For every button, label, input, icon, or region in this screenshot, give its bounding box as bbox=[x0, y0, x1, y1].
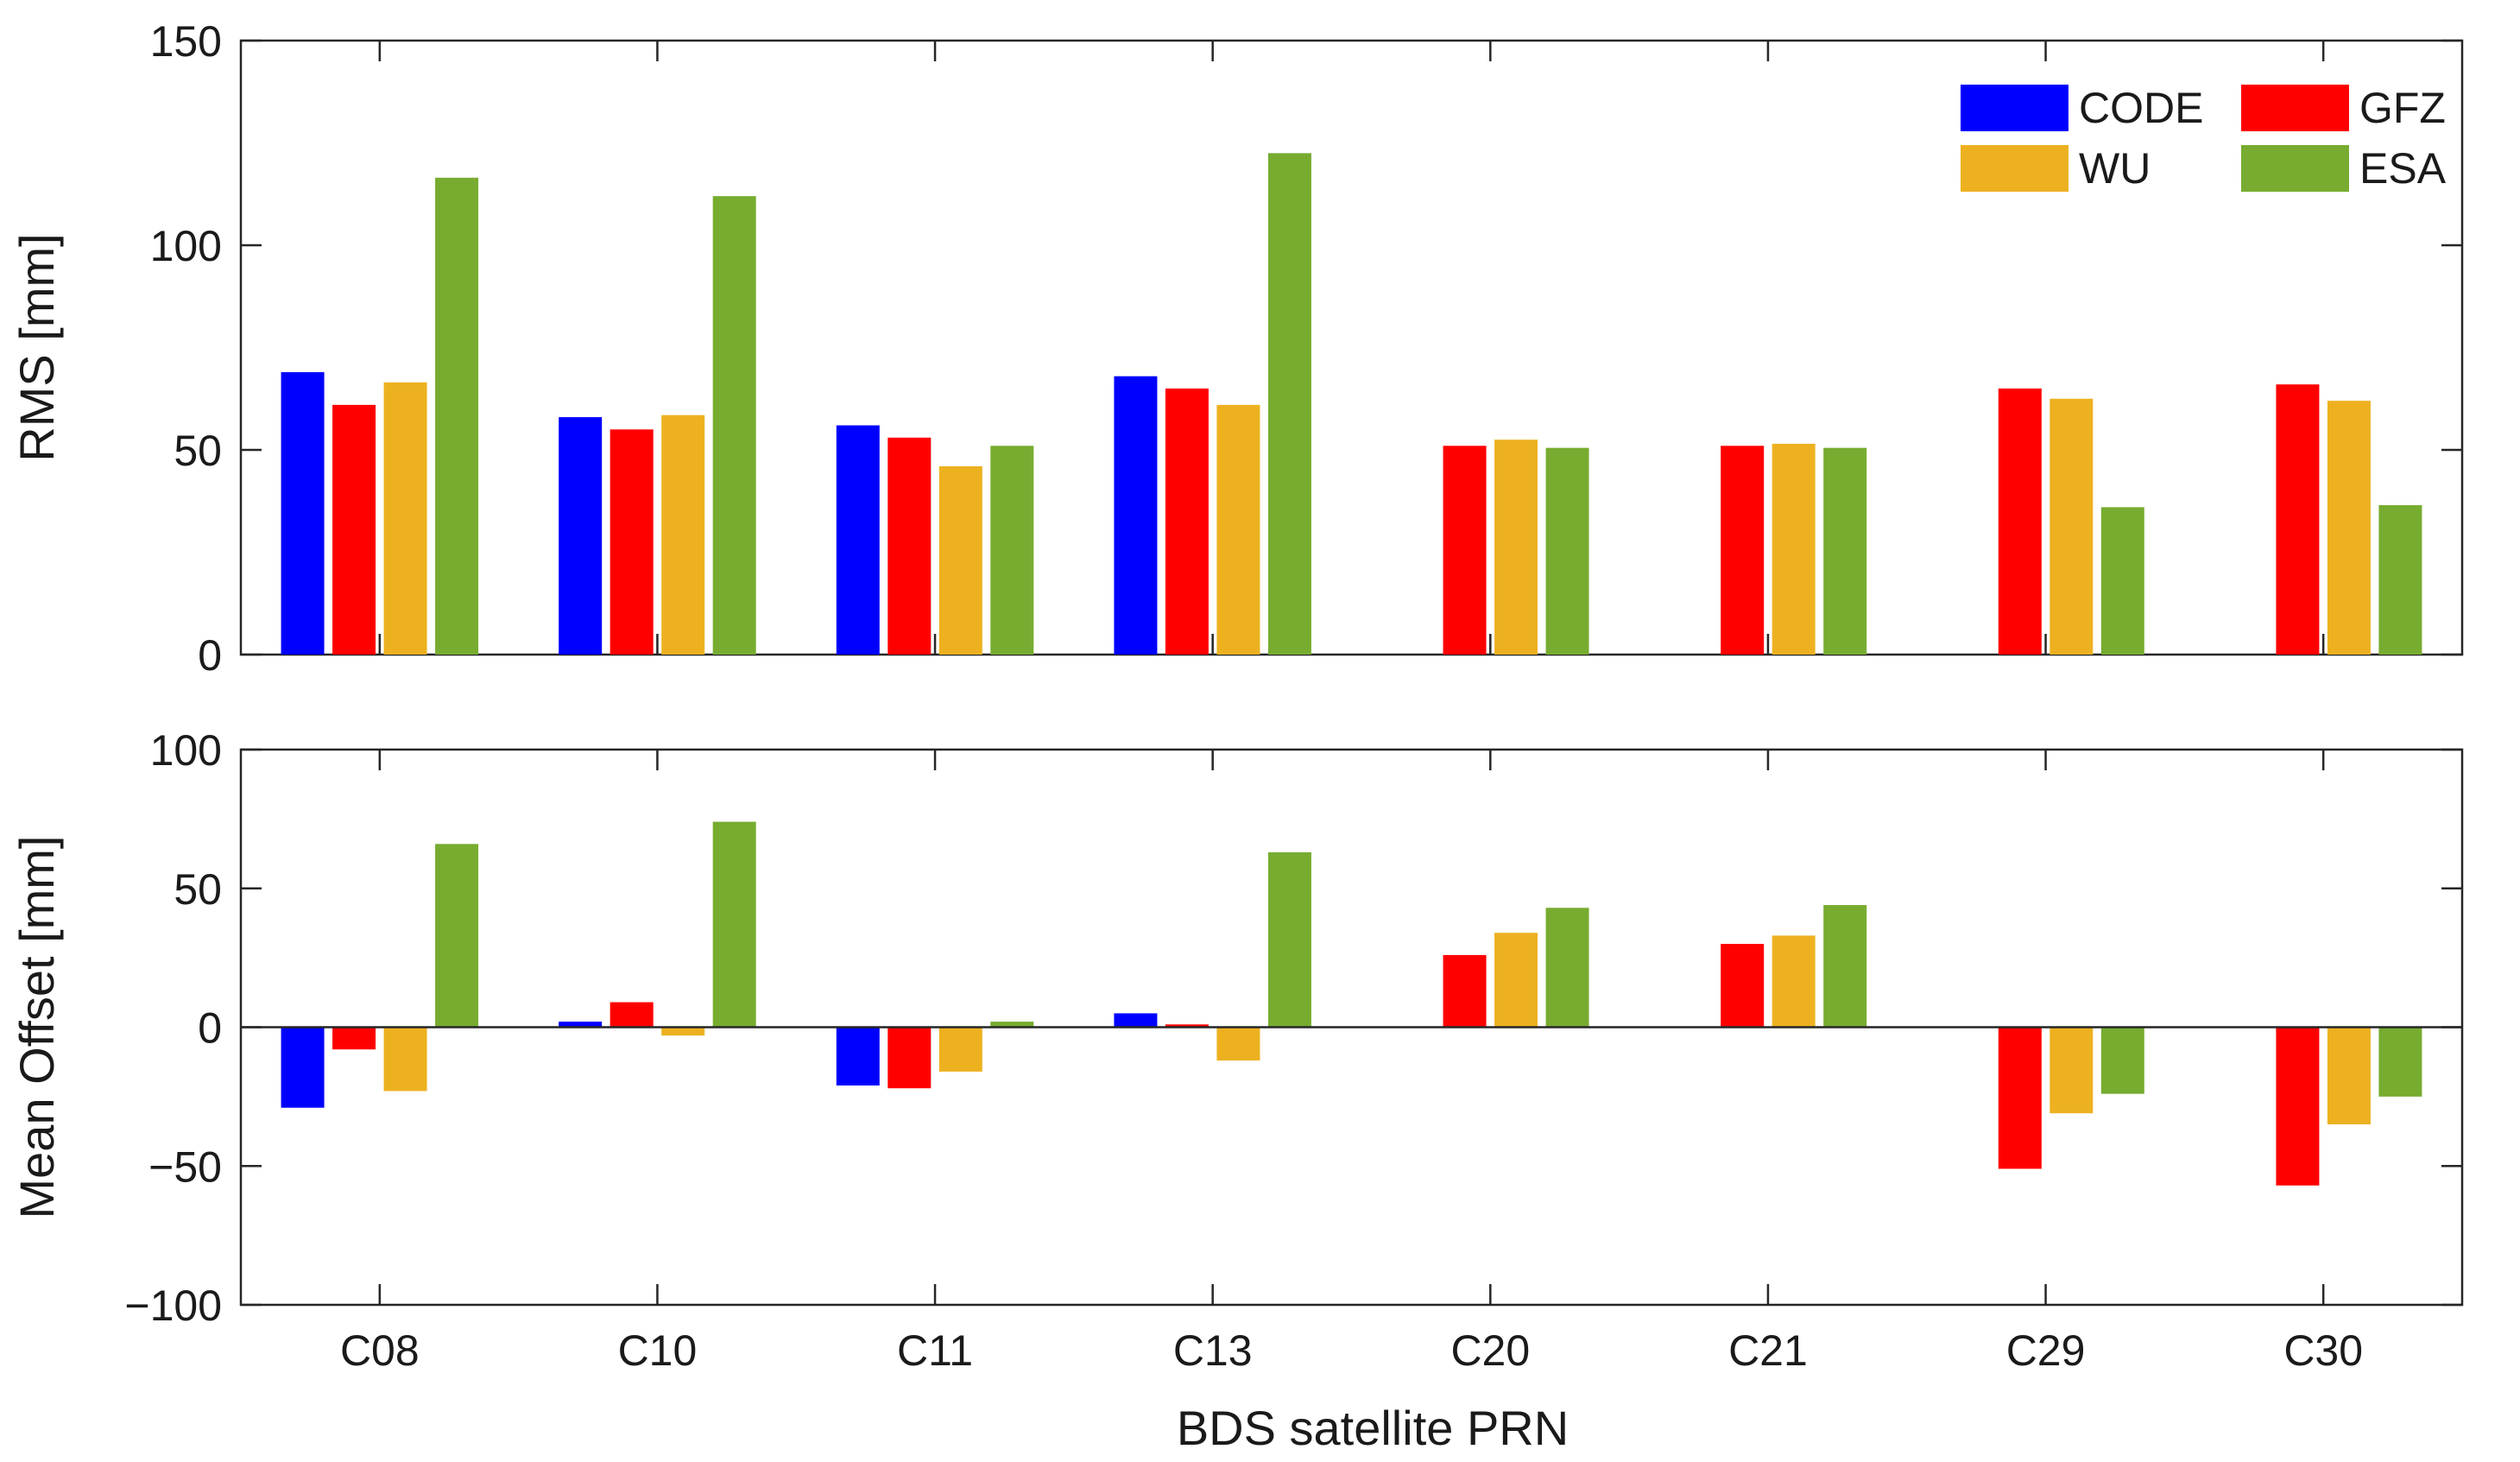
mean-offset-y-axis-title: Mean Offset [mm] bbox=[9, 836, 64, 1219]
legend-swatch-gfz bbox=[2241, 85, 2349, 131]
rms-ytick-label: 150 bbox=[150, 17, 222, 66]
x-axis-title: BDS satellite PRN bbox=[1177, 1401, 1569, 1455]
bar-mean-offset-gfz-c20 bbox=[1443, 954, 1487, 1028]
bar-rms-esa-c30 bbox=[2378, 504, 2422, 655]
bar-mean-offset-esa-c08 bbox=[435, 844, 479, 1028]
bar-rms-gfz-c08 bbox=[332, 404, 376, 655]
bar-rms-code-c13 bbox=[1114, 376, 1158, 655]
rms-ytick-label: 100 bbox=[150, 222, 222, 270]
bar-mean-offset-esa-c30 bbox=[2378, 1027, 2422, 1097]
bar-mean-offset-wu-c10 bbox=[661, 1027, 705, 1036]
bar-mean-offset-code-c11 bbox=[836, 1027, 880, 1086]
xtick-label-c29: C29 bbox=[2006, 1326, 2086, 1375]
mean-offset-ytick-label: −50 bbox=[148, 1142, 222, 1191]
bar-rms-esa-c20 bbox=[1545, 447, 1589, 655]
legend-label-esa: ESA bbox=[2359, 144, 2447, 193]
bar-mean-offset-wu-c30 bbox=[2327, 1027, 2371, 1125]
bar-mean-offset-gfz-c29 bbox=[1998, 1027, 2042, 1169]
bar-rms-wu-c10 bbox=[661, 415, 705, 655]
bar-rms-wu-c21 bbox=[1772, 443, 1816, 655]
bar-mean-offset-wu-c21 bbox=[1772, 935, 1816, 1028]
rms-panel: 0 50 100 150 RMS [mm] bbox=[9, 17, 2464, 680]
legend-label-wu: WU bbox=[2079, 144, 2151, 193]
bar-mean-offset-wu-c13 bbox=[1216, 1027, 1260, 1061]
bar-rms-gfz-c30 bbox=[2276, 384, 2320, 655]
legend-swatch-wu bbox=[1961, 145, 2068, 192]
xtick-label-c10: C10 bbox=[618, 1326, 698, 1375]
bar-mean-offset-esa-c21 bbox=[1823, 905, 1867, 1028]
bar-mean-offset-gfz-c30 bbox=[2276, 1027, 2320, 1186]
bar-rms-wu-c29 bbox=[2049, 398, 2094, 655]
bar-mean-offset-esa-c11 bbox=[990, 1022, 1034, 1028]
bar-rms-gfz-c29 bbox=[1998, 388, 2042, 655]
mean-offset-ytick-label: 0 bbox=[198, 1004, 222, 1053]
bar-rms-gfz-c13 bbox=[1165, 388, 1209, 655]
bar-rms-gfz-c11 bbox=[887, 437, 932, 655]
bar-mean-offset-code-c08 bbox=[281, 1027, 325, 1108]
mean-offset-ytick-label: 100 bbox=[150, 726, 222, 775]
xtick-label-c30: C30 bbox=[2283, 1326, 2363, 1375]
legend-swatch-esa bbox=[2241, 145, 2349, 192]
bar-mean-offset-wu-c08 bbox=[383, 1027, 427, 1092]
bar-mean-offset-gfz-c11 bbox=[887, 1027, 932, 1089]
xtick-label-c20: C20 bbox=[1450, 1326, 1530, 1375]
bar-rms-wu-c11 bbox=[938, 465, 982, 655]
mean-offset-panel: −100 −50 0 50 100 Mean Offset [mm] C08 C10 C11 C1… bbox=[9, 726, 2464, 1375]
legend-swatch-code bbox=[1961, 85, 2068, 131]
bar-rms-code-c08 bbox=[281, 371, 325, 655]
bar-mean-offset-wu-c20 bbox=[1494, 933, 1538, 1028]
rms-y-axis-title: RMS [mm] bbox=[9, 233, 64, 461]
bar-mean-offset-code-c13 bbox=[1114, 1013, 1158, 1028]
bar-rms-wu-c30 bbox=[2327, 401, 2371, 655]
bar-mean-offset-esa-c10 bbox=[712, 821, 756, 1028]
xtick-label-c11: C11 bbox=[897, 1326, 973, 1375]
rms-ytick-label: 0 bbox=[198, 631, 222, 680]
bar-rms-esa-c13 bbox=[1267, 153, 1311, 655]
xtick-label-c21: C21 bbox=[1728, 1326, 1808, 1375]
mean-offset-ytick-label: 50 bbox=[174, 865, 222, 914]
bar-rms-wu-c20 bbox=[1494, 440, 1538, 655]
bar-mean-offset-gfz-c08 bbox=[332, 1027, 376, 1050]
bar-rms-gfz-c21 bbox=[1721, 446, 1765, 655]
bar-rms-esa-c11 bbox=[990, 446, 1034, 655]
bar-rms-esa-c08 bbox=[435, 177, 479, 655]
bar-mean-offset-gfz-c21 bbox=[1721, 944, 1765, 1028]
mean-offset-ytick-label: −100 bbox=[124, 1282, 222, 1330]
bar-mean-offset-esa-c29 bbox=[2100, 1027, 2144, 1094]
legend-label-code: CODE bbox=[2079, 84, 2203, 132]
bar-rms-gfz-c10 bbox=[609, 429, 654, 655]
bar-mean-offset-esa-c13 bbox=[1267, 851, 1311, 1028]
bar-mean-offset-esa-c20 bbox=[1545, 908, 1589, 1028]
bar-rms-esa-c21 bbox=[1823, 447, 1867, 655]
bar-rms-esa-c29 bbox=[2100, 507, 2144, 655]
bar-rms-gfz-c20 bbox=[1443, 446, 1487, 655]
bar-rms-code-c11 bbox=[836, 425, 880, 655]
bar-rms-wu-c08 bbox=[383, 382, 427, 655]
xtick-label-c08: C08 bbox=[340, 1326, 420, 1375]
rms-axes-frame bbox=[239, 39, 2464, 656]
rms-ytick-label: 50 bbox=[174, 427, 222, 475]
bar-mean-offset-wu-c29 bbox=[2049, 1027, 2094, 1114]
legend-label-gfz: GFZ bbox=[2359, 84, 2446, 132]
bar-rms-wu-c13 bbox=[1216, 404, 1260, 655]
bar-mean-offset-gfz-c13 bbox=[1165, 1024, 1209, 1028]
bar-rms-code-c10 bbox=[559, 417, 603, 655]
xtick-label-c13: C13 bbox=[1173, 1326, 1253, 1375]
legend: CODE GFZ WU ESA bbox=[1961, 84, 2447, 193]
bar-mean-offset-code-c10 bbox=[559, 1022, 603, 1028]
bar-rms-esa-c10 bbox=[712, 196, 756, 655]
bar-mean-offset-wu-c11 bbox=[938, 1027, 982, 1072]
bar-mean-offset-gfz-c10 bbox=[609, 1002, 654, 1028]
